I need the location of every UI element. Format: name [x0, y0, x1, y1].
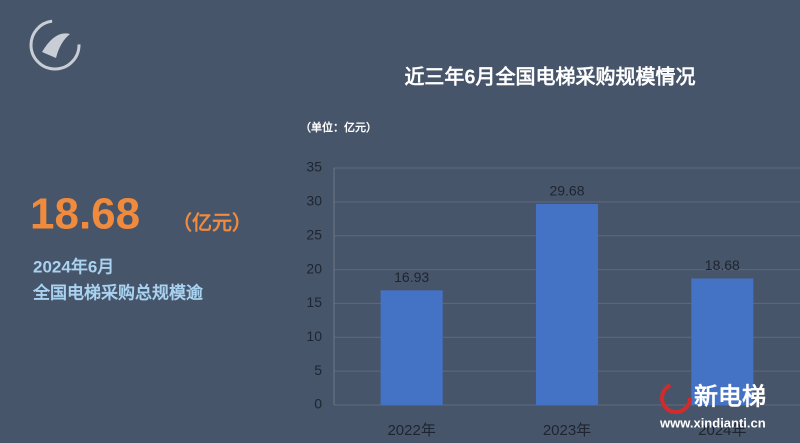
y-tick-label: 35: [306, 159, 322, 175]
watermark: 新电梯 www.xindianti.cn: [659, 382, 766, 430]
bar: [380, 290, 443, 405]
watermark-url: www.xindianti.cn: [659, 415, 766, 430]
x-tick-label: 2022年: [387, 422, 435, 439]
y-tick-label: 5: [314, 362, 322, 378]
chart-title: 近三年6月全国电梯采购规模情况: [404, 64, 695, 88]
highlight-unit: （亿元）: [172, 210, 252, 234]
x-tick-label: 2024年: [698, 422, 746, 439]
value-label: 18.68: [705, 257, 740, 273]
y-tick-label: 10: [306, 328, 322, 344]
logo-bird: [42, 33, 70, 58]
bar: [691, 278, 754, 405]
y-tick-label: 20: [306, 260, 322, 276]
value-label: 29.68: [549, 183, 584, 199]
unit-label: （单位：亿元）: [300, 120, 377, 134]
y-tick-label: 0: [314, 396, 322, 412]
y-tick-label: 25: [306, 226, 322, 242]
highlight-line: 2024年6月: [33, 256, 114, 276]
logo-ring: [29, 19, 81, 71]
value-label: 16.93: [394, 269, 429, 285]
logo: [29, 19, 81, 71]
watermark-logo: [660, 382, 692, 414]
y-tick-label: 15: [306, 294, 322, 310]
x-tick-label: 2023年: [543, 422, 591, 439]
plot: 0 5 10 15 20 25 30 35 2022年 16.93 2023年 29.68 2024年 1…: [306, 159, 800, 439]
bar: [535, 204, 599, 405]
highlight-value: 18.68: [30, 190, 140, 239]
highlight-line: 全国电梯采购总规模逾: [32, 282, 204, 302]
watermark-brand: 新电梯: [694, 382, 766, 410]
y-tick-label: 30: [306, 193, 322, 209]
